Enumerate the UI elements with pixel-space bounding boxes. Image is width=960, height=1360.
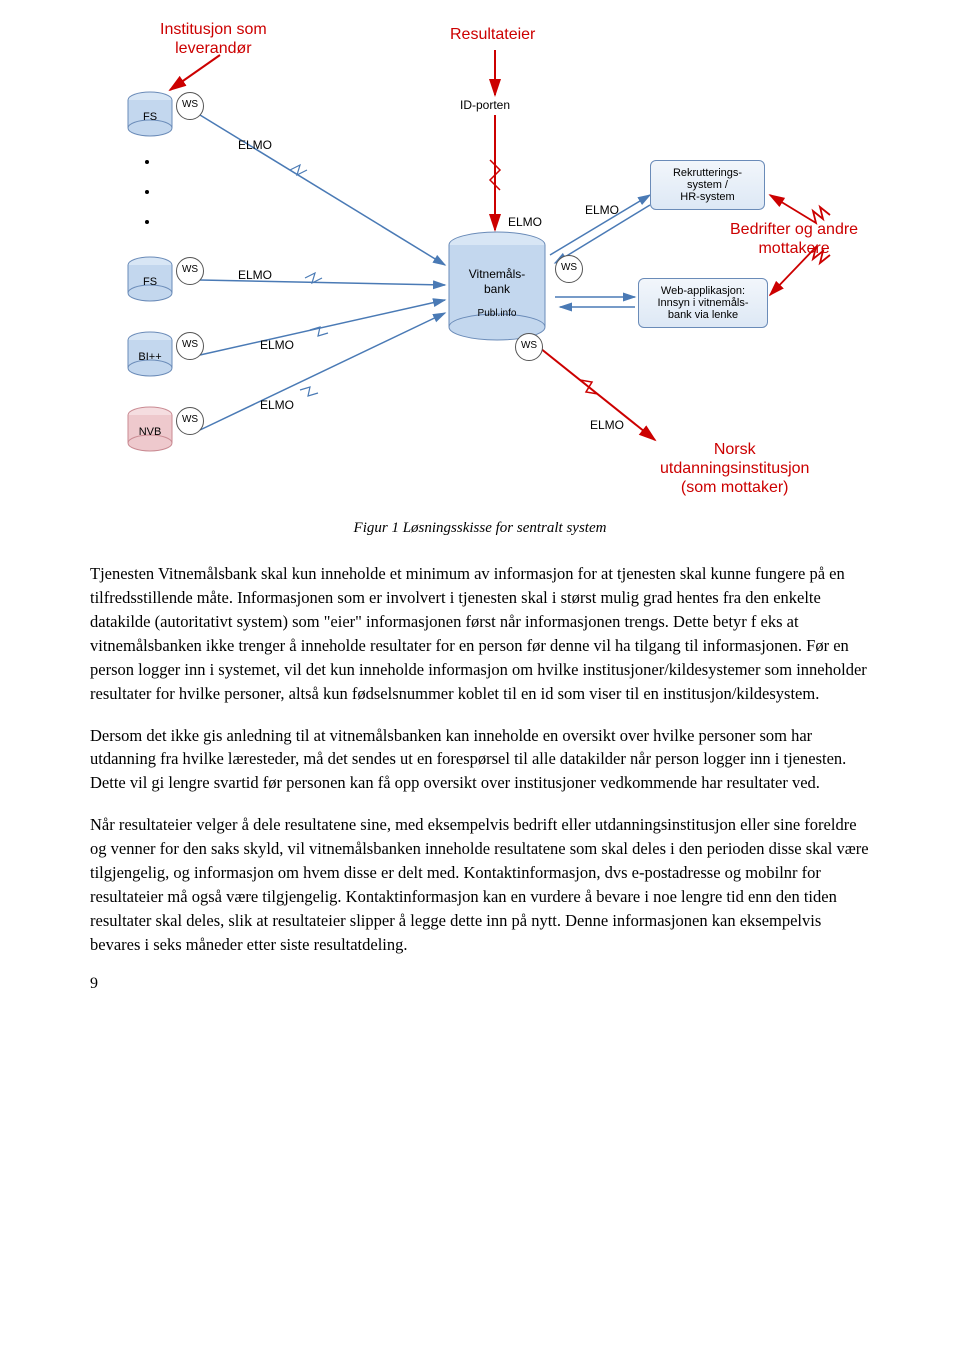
elmo-2: ELMO — [238, 268, 272, 282]
paragraph-2: Dersom det ikke gis anledning til at vit… — [90, 724, 870, 796]
label-institusjon: Institusjon som leverandør — [160, 20, 267, 58]
elmo-1: ELMO — [238, 138, 272, 152]
svg-text:Vitnemåls-: Vitnemåls- — [469, 267, 525, 281]
page-number: 9 — [90, 975, 870, 993]
cylinder-bipp: BI++ — [125, 330, 175, 380]
elmo-6: ELMO — [585, 203, 619, 217]
paragraph-1: Tjenesten Vitnemålsbank skal kun innehol… — [90, 562, 870, 706]
elmo-3: ELMO — [260, 338, 294, 352]
label-resultateier: Resultateier — [450, 25, 535, 44]
dot — [145, 160, 149, 164]
svg-text:Publ.info: Publ.info — [478, 308, 517, 319]
elmo-7: ELMO — [590, 418, 624, 432]
page: Institusjon som leverandør Resultateier … — [0, 0, 960, 1023]
cylinder-vitnemalsbank: Vitnemåls- bank Publ.info — [445, 230, 550, 345]
label-norsk: Norsk utdanningsinstitusjon (som mottake… — [660, 440, 809, 498]
cylinder-fs1: FS — [125, 90, 175, 140]
svg-text:bank: bank — [484, 282, 511, 296]
cylinder-fs2: FS — [125, 255, 175, 305]
svg-text:FS: FS — [143, 111, 157, 123]
cylinder-nvb: NVB — [125, 405, 175, 455]
ws-badge: WS — [555, 255, 583, 283]
ws-badge: WS — [176, 257, 204, 285]
ws-badge: WS — [176, 92, 204, 120]
dot — [145, 190, 149, 194]
label-bedrifter: Bedrifter og andre mottakere — [730, 220, 858, 258]
box-webapp: Web-applikasjon: Innsyn i vitnemåls- ban… — [638, 278, 768, 328]
svg-text:NVB: NVB — [139, 426, 162, 438]
dot — [145, 220, 149, 224]
elmo-5: ELMO — [508, 215, 542, 229]
figure-caption: Figur 1 Løsningsskisse for sentralt syst… — [90, 520, 870, 537]
svg-text:BI++: BI++ — [138, 351, 161, 363]
svg-text:FS: FS — [143, 276, 157, 288]
paragraph-3: Når resultateier velger å dele resultate… — [90, 813, 870, 957]
diagram: Institusjon som leverandør Resultateier … — [90, 20, 870, 510]
ws-badge: WS — [515, 333, 543, 361]
ws-badge: WS — [176, 332, 204, 360]
ws-badge: WS — [176, 407, 204, 435]
elmo-4: ELMO — [260, 398, 294, 412]
label-idporten: ID-porten — [460, 98, 510, 112]
box-rekruttering: Rekrutterings- system / HR-system — [650, 160, 765, 210]
